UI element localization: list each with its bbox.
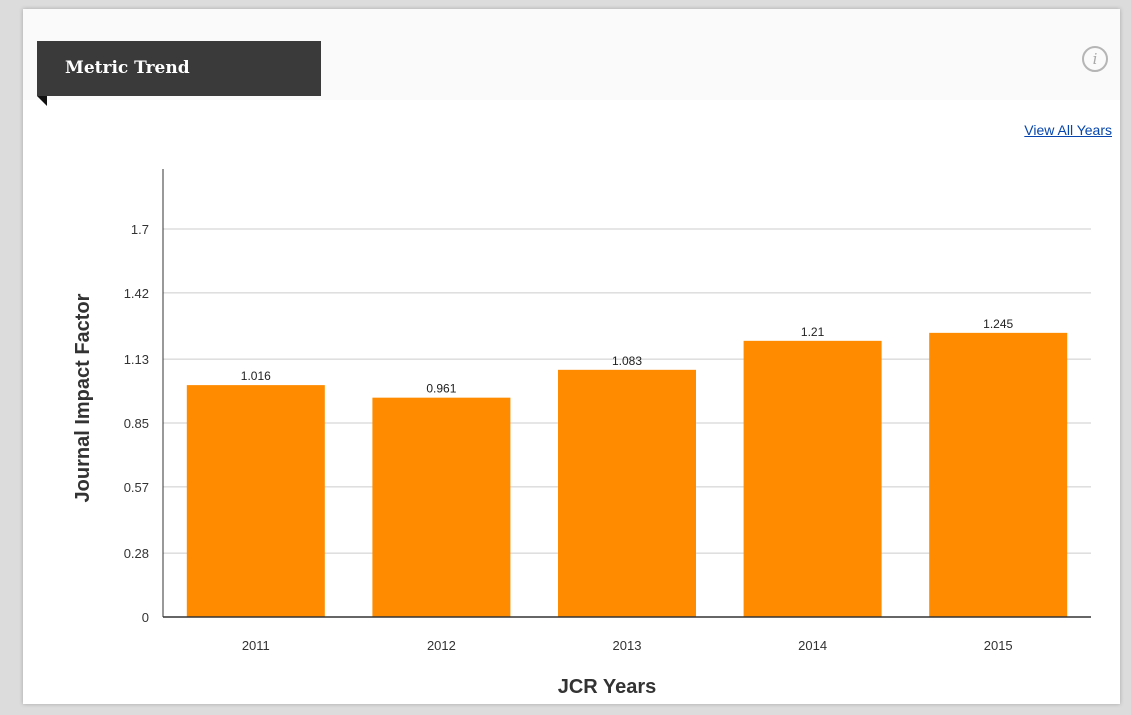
data-label: 1.016 xyxy=(241,369,271,383)
bar xyxy=(929,332,1068,617)
info-icon[interactable]: i xyxy=(1082,46,1108,72)
data-label: 1.245 xyxy=(983,317,1013,331)
x-tick-label: 2012 xyxy=(427,638,456,653)
bars xyxy=(186,332,1068,617)
y-axis-title: Journal Impact Factor xyxy=(72,293,94,502)
x-axis-title: JCR Years xyxy=(558,676,657,698)
axes xyxy=(162,169,1091,618)
title-tab-fold xyxy=(37,96,47,106)
y-tick-label: 0.28 xyxy=(124,546,149,561)
y-tick-label: 0.85 xyxy=(124,416,149,431)
bar xyxy=(558,369,696,617)
panel-title: Metric Trend xyxy=(37,41,321,96)
y-tick-label: 0 xyxy=(142,610,149,625)
bar xyxy=(372,397,511,617)
y-tick-label: 1.42 xyxy=(124,286,149,301)
view-all-years-link[interactable]: View All Years xyxy=(1024,122,1112,138)
bar xyxy=(186,385,325,617)
x-tick-label: 2014 xyxy=(798,638,827,653)
bar xyxy=(743,340,882,617)
x-tick-label: 2013 xyxy=(613,638,642,653)
x-tick-label: 2015 xyxy=(984,638,1013,653)
data-label: 1.21 xyxy=(801,325,825,339)
labels: 0 0.28 0.57 0.85 1.13 1.42 1.7 1.016 2011 0.961 20… xyxy=(124,222,1014,653)
impact-factor-bar-chart: 0 0.28 0.57 0.85 1.13 1.42 1.7 1.016 2011 0.961 20… xyxy=(72,169,1091,698)
x-tick-label: 2011 xyxy=(242,638,270,653)
metric-trend-panel: Metric Trend i View All Years 0 0.28 0.57 0… xyxy=(23,9,1120,704)
data-label: 1.083 xyxy=(612,354,642,368)
y-tick-label: 1.7 xyxy=(131,222,149,237)
y-tick-label: 0.57 xyxy=(124,480,149,495)
data-label: 0.961 xyxy=(426,382,456,396)
y-tick-label: 1.13 xyxy=(124,352,149,367)
